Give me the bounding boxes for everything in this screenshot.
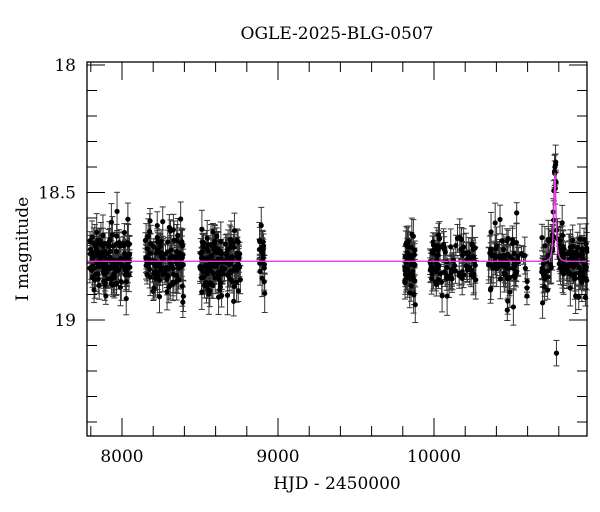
chart-title: OGLE-2025-BLG-0507 bbox=[241, 24, 434, 44]
x-tick-label: 8000 bbox=[100, 447, 143, 467]
y-axis-label: I magnitude bbox=[13, 197, 33, 301]
x-tick-label: 10000 bbox=[407, 447, 461, 467]
x-tick-label: 9000 bbox=[256, 447, 299, 467]
plot-frame bbox=[86, 61, 588, 437]
y-tick-label: 18 bbox=[54, 56, 76, 76]
y-tick-label: 19 bbox=[54, 311, 76, 331]
x-axis-label: HJD - 2450000 bbox=[273, 474, 401, 494]
axis-ticks: 8000 9000 10000 18 18.5 19 bbox=[38, 56, 587, 467]
model-curve bbox=[87, 172, 587, 263]
y-tick-label: 18.5 bbox=[38, 184, 76, 204]
plot-area bbox=[86, 144, 590, 367]
data-points bbox=[87, 159, 590, 356]
